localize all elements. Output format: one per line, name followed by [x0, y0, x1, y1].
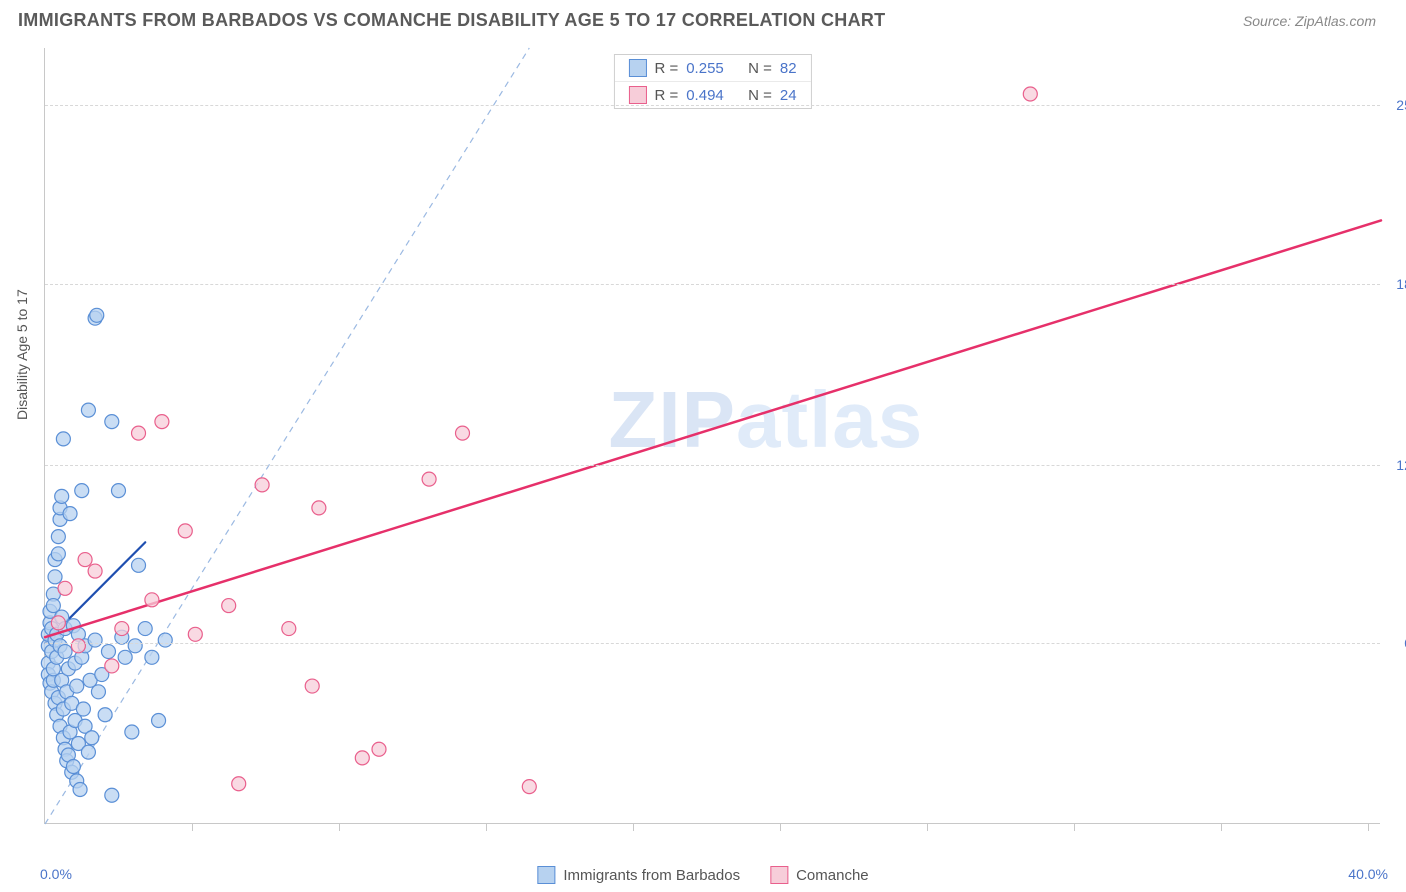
- bottom-legend-label: Comanche: [796, 867, 869, 884]
- legend-n-val: 82: [780, 60, 797, 77]
- legend-r-val: 0.494: [686, 87, 724, 104]
- x-axis-max-label: 40.0%: [1348, 866, 1388, 882]
- x-axis-min-label: 0.0%: [40, 866, 72, 882]
- legend-n-val: 24: [780, 87, 797, 104]
- legend-swatch-pink: [628, 86, 646, 104]
- bottom-legend-item-1: Immigrants from Barbados: [537, 866, 740, 884]
- chart-source: Source: ZipAtlas.com: [1243, 13, 1376, 29]
- legend-n-label: N =: [748, 60, 772, 77]
- bottom-legend-item-2: Comanche: [770, 866, 869, 884]
- bottom-legend-label: Immigrants from Barbados: [563, 867, 740, 884]
- legend-r-val: 0.255: [686, 60, 724, 77]
- legend-swatch-blue: [628, 59, 646, 77]
- plot-svg: [45, 48, 1380, 823]
- bottom-legend: Immigrants from Barbados Comanche: [537, 866, 868, 884]
- y-tick-label: 18.8%: [1396, 276, 1406, 292]
- bottom-swatch-blue: [537, 866, 555, 884]
- chart-title: IMMIGRANTS FROM BARBADOS VS COMANCHE DIS…: [18, 10, 885, 31]
- y-tick-label: 12.5%: [1396, 457, 1406, 473]
- chart-plot-area: ZIPatlas R = 0.255 N = 82 R = 0.494 N = …: [44, 48, 1380, 824]
- legend-row-2: R = 0.494 N = 24: [614, 81, 810, 108]
- y-axis-label: Disability Age 5 to 17: [14, 289, 30, 420]
- legend-row-1: R = 0.255 N = 82: [614, 55, 810, 81]
- legend-box: R = 0.255 N = 82 R = 0.494 N = 24: [613, 54, 811, 109]
- legend-r-label: R =: [654, 60, 678, 77]
- legend-n-label: N =: [748, 87, 772, 104]
- chart-header: IMMIGRANTS FROM BARBADOS VS COMANCHE DIS…: [0, 0, 1406, 37]
- y-tick-label: 25.0%: [1396, 97, 1406, 113]
- bottom-swatch-pink: [770, 866, 788, 884]
- legend-r-label: R =: [654, 87, 678, 104]
